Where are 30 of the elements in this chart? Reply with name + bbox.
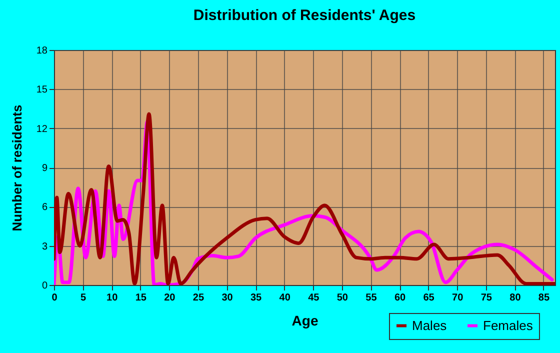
- x-tick-label: 60: [394, 292, 406, 304]
- x-tick-label: 45: [308, 292, 320, 304]
- x-tick-label: 55: [366, 292, 378, 304]
- x-tick-label: 5: [80, 292, 87, 304]
- x-tick-label: 25: [192, 292, 204, 304]
- x-tick-label: 30: [222, 292, 234, 304]
- x-tick-label: 85: [538, 292, 550, 304]
- y-tick-label: 12: [36, 124, 48, 135]
- x-tick-label: 15: [135, 292, 147, 304]
- y-tick-label: 15: [36, 84, 48, 96]
- x-axis-title: Age: [292, 312, 318, 328]
- x-tick-label: 10: [106, 292, 118, 304]
- x-tick-label: 80: [510, 292, 522, 304]
- x-tick-label: 35: [250, 292, 262, 304]
- legend-label: Males: [412, 318, 448, 333]
- y-tick-label: 18: [36, 46, 48, 56]
- chart-title: Distribution of Residents' Ages: [193, 7, 416, 24]
- y-tick-label: 9: [42, 163, 48, 174]
- y-tick-label: 6: [42, 202, 48, 214]
- legend-label: Females: [483, 318, 534, 333]
- x-tick-label: 0: [52, 292, 58, 304]
- x-tick-label: 65: [423, 292, 435, 304]
- x-tick-label: 20: [164, 292, 176, 304]
- y-tick-label: 3: [42, 241, 48, 252]
- x-tick-label: 40: [279, 292, 291, 304]
- x-tick-label: 70: [452, 292, 464, 304]
- y-tick-label: 0: [42, 280, 48, 292]
- x-tick-label: 75: [480, 292, 492, 304]
- x-tick-label: 50: [336, 292, 348, 304]
- y-axis-title: Number of residents: [9, 104, 24, 232]
